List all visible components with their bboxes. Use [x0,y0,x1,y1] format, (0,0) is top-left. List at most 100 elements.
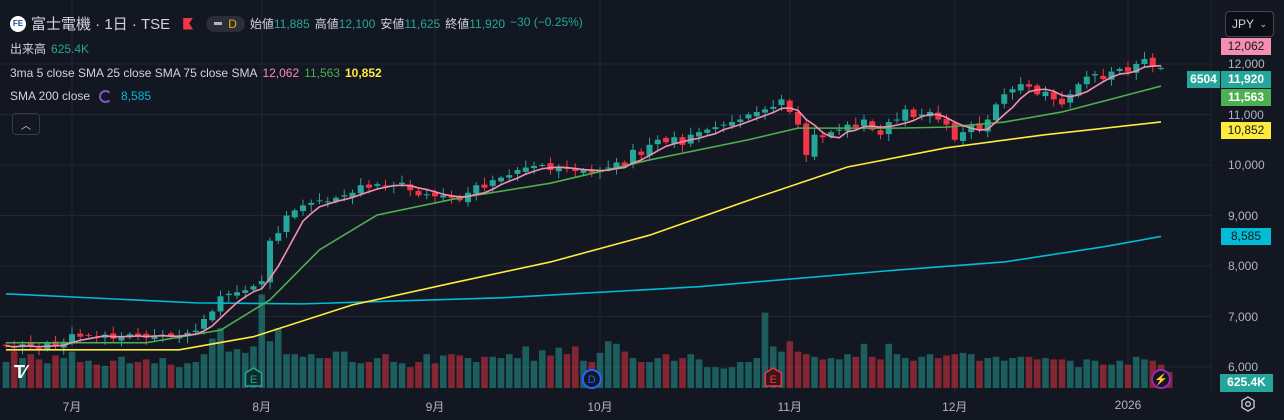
candle-body [1083,76,1090,85]
flag-icon[interactable] [183,17,194,30]
event-label: D [588,374,596,386]
candle-body [894,119,900,121]
volume-bar [349,362,356,388]
candle-body [1149,57,1156,67]
candle-body [745,114,752,119]
candle-body [481,184,488,188]
candle-body [737,119,744,123]
market-status-pill[interactable]: D [206,15,245,32]
sma5-price-tag: 12,062 [1221,38,1271,55]
candle-body [877,130,884,135]
volume-bar [563,354,571,388]
minus-icon [214,22,223,25]
candle-body [539,165,546,166]
candle-body [324,201,331,203]
candle-body [1001,94,1008,104]
volume-bar [753,358,761,388]
price-chart[interactable]: E D E ⚡ [0,0,1212,392]
low-value: 11,625 [404,17,441,31]
sma200-value: 8,585 [121,89,152,103]
x-tick-label: 2026 [1114,398,1142,412]
volume-bar [472,362,480,388]
volume-bar [448,354,455,388]
candle-body [811,134,818,157]
candle-body [630,149,636,164]
volume-bar [208,338,216,388]
volume-bar [514,358,521,388]
chevron-up-icon: ︿ [21,120,31,132]
volume-bar [918,356,926,388]
sma200-legend[interactable]: SMA 200 close 8,585 [10,89,151,103]
volume-bar [967,354,975,388]
volume-bar [151,363,158,388]
sma200-line [5,235,1162,305]
volume-bar [274,328,282,388]
candle-body [572,167,579,172]
dividend-event-icon [581,369,602,389]
candle-body [663,137,669,143]
volume-bar [43,363,51,388]
y-tick-label: 9,000 [1228,208,1259,223]
ma-legend[interactable]: 3ma 5 close SMA 25 close SMA 75 close SM… [10,66,382,80]
tradingview-logo[interactable]: T⁄ [14,362,26,382]
volume-bar [167,364,175,388]
candle-body [1158,68,1164,70]
volume-bar [332,351,340,388]
volume-bar [10,351,18,388]
candle-body [432,192,438,197]
sma75-value: 10,852 [344,66,382,80]
candle-body [407,184,414,191]
volume-bar [604,341,612,388]
symbol-title[interactable]: 富士電機 · 1日 · TSE [31,16,171,33]
candle-body [366,184,372,188]
candle-body [984,119,991,132]
volume-bar [109,360,117,388]
volume-bar [365,362,373,388]
volume-bar [571,346,579,388]
volume-bar [555,347,563,388]
currency-select[interactable]: JPY ⌄ [1225,11,1274,37]
candle-body [795,111,801,125]
candle-body [935,112,942,120]
volume-bar [547,355,554,388]
candle-body [192,330,199,333]
chevron-down-icon: ⌄ [1259,18,1267,29]
collapse-legend-button[interactable]: ︿ [12,113,40,135]
volume-legend[interactable]: 出来高 625.4K [10,40,89,57]
candle-body [902,109,909,121]
x-tick-label: 8月 [252,400,272,414]
volume-bar [819,359,827,388]
volume-bar [76,362,84,388]
y-tick-label: 10,000 [1228,158,1265,172]
candle-body [267,240,273,283]
volume-bar [316,358,323,388]
candle-body [225,293,232,296]
candle-body [489,180,496,186]
candle-body [531,166,537,169]
candle-body [1133,64,1140,73]
volume-bar [406,367,414,388]
candle-body [291,210,298,218]
event-label: E [250,374,257,386]
volume-bar [802,354,810,388]
volume-bar [885,343,893,388]
volume-bar [27,354,35,388]
candle-body [852,124,859,128]
candle-body [349,192,356,198]
settings-icon[interactable] [1240,396,1256,412]
volume-bar [390,362,398,388]
volume-bar [52,355,59,388]
y-tick-label: 8,000 [1228,259,1259,273]
candle-body [1125,67,1131,72]
candle-body [580,170,587,173]
volume-bar [1017,356,1025,388]
candle-body [69,334,75,343]
volume-bar [679,358,686,388]
candle-body [803,123,810,155]
candle-body [1042,91,1049,97]
countdown-tag: 6504 [1187,71,1220,88]
candle-body [506,175,513,178]
volume-bar [60,358,68,388]
sma5-value: 12,062 [262,66,300,80]
earnings-event-icon [764,367,782,387]
